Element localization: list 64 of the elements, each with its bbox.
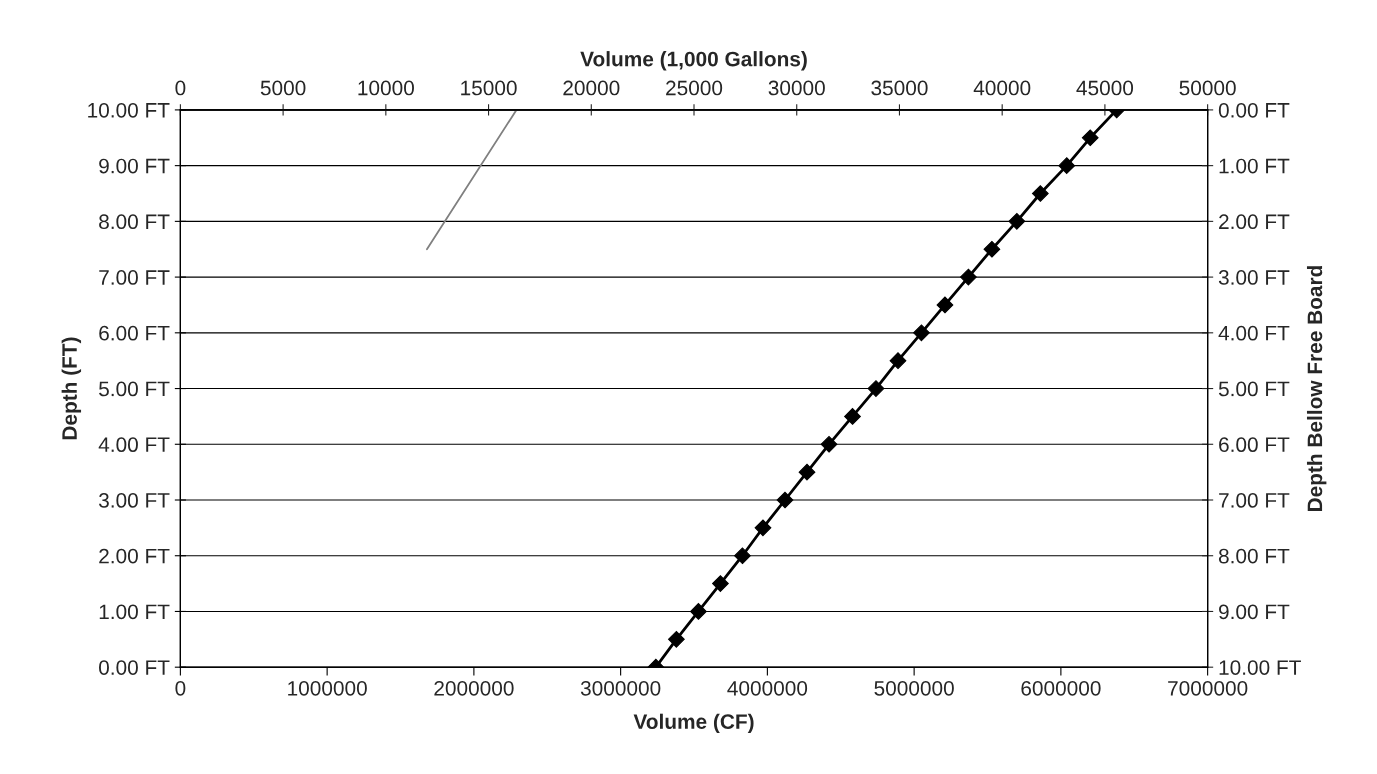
y-tick-label: 9.00 FT — [99, 158, 170, 174]
y-tick-label: 10.00 FT — [88, 102, 170, 118]
point — [820, 435, 838, 453]
point — [690, 603, 707, 620]
x-tick-label: 0 — [175, 680, 186, 696]
point — [960, 268, 977, 286]
y-tick-label: 0.00 FT — [99, 660, 170, 675]
x2-tick-label: 30000 — [768, 80, 825, 96]
y2-tick-label: 3.00 FT — [1218, 270, 1290, 285]
y2-tick-label: 6.00 FT — [1219, 437, 1290, 453]
point — [776, 491, 794, 509]
x2-tick-label: 0 — [175, 80, 186, 96]
y-tick-label: 7.00 FT — [99, 270, 170, 285]
point — [754, 519, 772, 537]
point — [798, 463, 816, 481]
x-tick-label: 4000000 — [727, 680, 808, 696]
y-axis-title: Depth (FT) — [61, 337, 82, 440]
x-tick-label: 2000000 — [434, 680, 514, 696]
point — [936, 296, 954, 314]
y-tick-label: 4.00 FT — [98, 437, 170, 453]
y2-tick-label: 9.00 FT — [1219, 604, 1290, 620]
point — [844, 408, 861, 425]
x-axis-title: Volume (CF) — [633, 713, 754, 734]
y-tick-label: 1.00 FT — [99, 604, 170, 620]
x-tick-label: 6000000 — [1021, 680, 1101, 696]
x2-tick-label: 25000 — [666, 80, 723, 96]
point — [1081, 129, 1099, 147]
point — [734, 547, 751, 565]
y-tick-label: 3.00 FT — [98, 493, 170, 508]
x2-tick-label: 15000 — [461, 80, 517, 96]
y-tick-label: 2.00 FT — [99, 548, 170, 564]
x2-tick-label: 5000 — [260, 80, 306, 96]
y2-tick-label: 7.00 FT — [1219, 493, 1290, 508]
y2-tick-label: 4.00 FT — [1218, 325, 1290, 341]
y2-axis-title: Depth Bellow Free Board — [1306, 266, 1327, 512]
point — [1058, 157, 1076, 175]
y2-tick-label: 0.00 FT — [1218, 102, 1290, 118]
y2-tick-label: 1.00 FT — [1219, 158, 1290, 174]
x2-tick-label: 35000 — [871, 80, 928, 96]
y2-tick-label: 10.00 FT — [1219, 660, 1301, 675]
point — [1008, 212, 1026, 230]
x2-tick-label: 50000 — [1179, 80, 1236, 96]
x-tick-label: 1000000 — [288, 680, 367, 696]
x2-tick-label: 45000 — [1076, 80, 1134, 96]
point — [1031, 185, 1049, 202]
point — [668, 630, 685, 648]
y-tick-label: 5.00 FT — [99, 381, 170, 397]
point — [913, 324, 930, 342]
x-tick-label: 7000000 — [1168, 680, 1248, 696]
y2-tick-label: 5.00 FT — [1218, 381, 1290, 397]
point — [867, 380, 885, 397]
x2-tick-label: 20000 — [563, 80, 620, 96]
x-tick-label: 5000000 — [874, 680, 954, 696]
point — [712, 575, 729, 592]
x2-tick-label: 40000 — [973, 80, 1031, 96]
y-tick-label: 8.00 FT — [99, 214, 170, 230]
y2-tick-label: 2.00 FT — [1219, 214, 1290, 230]
x-tick-label: 3000000 — [580, 680, 661, 696]
x2-tick-label: 10000 — [358, 80, 414, 96]
point — [889, 352, 907, 370]
y2-tick-label: 8.00 FT — [1218, 548, 1290, 564]
x2-axis-title: Volume (1,000 Gallons) — [580, 51, 807, 71]
point — [983, 240, 1001, 258]
y-tick-label: 6.00 FT — [99, 325, 170, 341]
